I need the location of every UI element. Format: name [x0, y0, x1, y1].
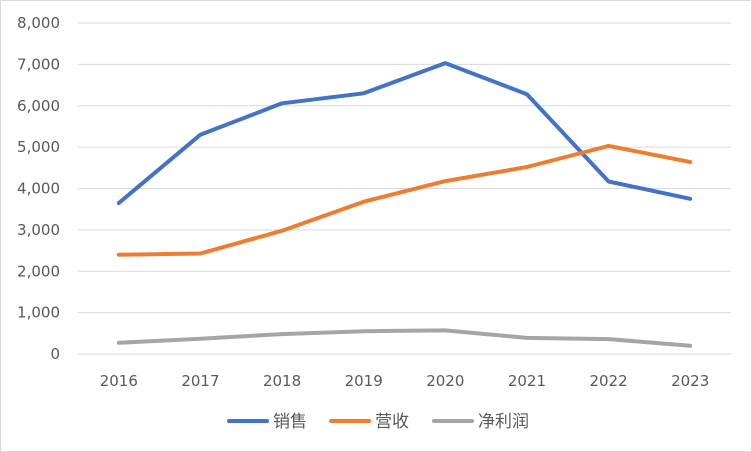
series-line-0 — [116, 61, 693, 205]
y-tick-label: 0 — [50, 345, 60, 363]
y-tick-label: 7,000 — [17, 55, 60, 73]
y-tick-label: 8,000 — [17, 14, 60, 32]
y-tick-label: 4,000 — [17, 180, 60, 198]
x-axis-ticks: 2016 2017 2018 2019 2020 2021 2022 2023 — [100, 372, 710, 390]
y-tick-label: 2,000 — [17, 262, 60, 280]
y-tick-label: 6,000 — [17, 97, 60, 115]
legend-label-1: 营收 — [375, 412, 409, 432]
x-tick-label: 2022 — [589, 372, 627, 390]
series-line-2 — [116, 328, 693, 348]
x-tick-label: 2023 — [671, 372, 709, 390]
legend-label-2: 净利润 — [478, 412, 529, 432]
legend-label-0: 销售 — [273, 412, 307, 432]
x-tick-label: 2020 — [426, 372, 464, 390]
series-line-1 — [116, 143, 693, 257]
x-tick-label: 2018 — [263, 372, 301, 390]
x-tick-label: 2019 — [345, 372, 383, 390]
y-tick-label: 3,000 — [17, 221, 60, 239]
y-tick-label: 1,000 — [17, 304, 60, 322]
y-tick-label: 5,000 — [17, 138, 60, 156]
x-tick-label: 2021 — [508, 372, 546, 390]
series-lines — [116, 61, 693, 348]
x-tick-label: 2016 — [100, 372, 138, 390]
x-tick-label: 2017 — [181, 372, 219, 390]
y-axis-ticks: 0 1,000 2,000 3,000 4,000 5,000 6,000 7,000 8,00… — [17, 14, 60, 363]
legend: 销售 营收 净利润 — [227, 412, 529, 432]
